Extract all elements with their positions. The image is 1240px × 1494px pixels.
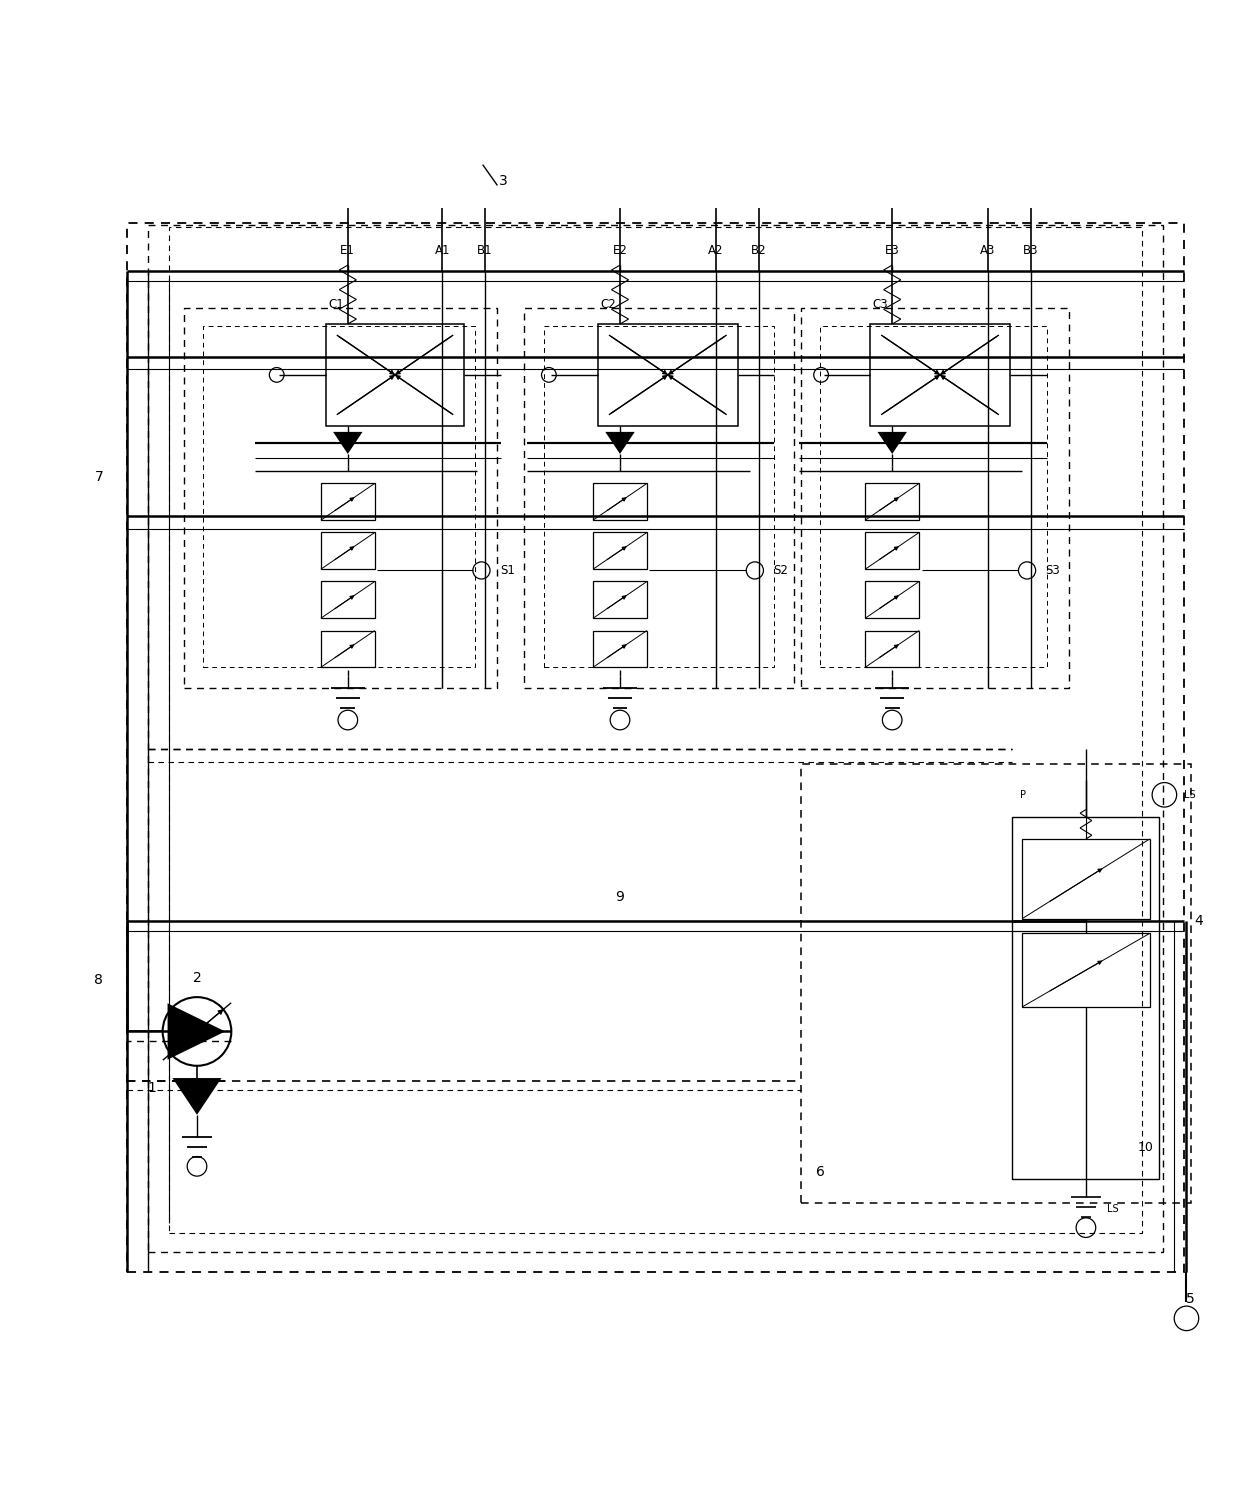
Bar [525, 308, 794, 689]
Bar [326, 324, 464, 426]
Text: S1: S1 [500, 563, 515, 577]
Bar [544, 327, 775, 668]
Polygon shape [172, 1079, 222, 1115]
Text: E2: E2 [613, 244, 627, 257]
Bar [203, 327, 475, 668]
Text: A1: A1 [434, 244, 450, 257]
Text: A3: A3 [980, 244, 996, 257]
Text: 10: 10 [1137, 1141, 1153, 1155]
Bar [801, 308, 1069, 689]
Polygon shape [334, 432, 362, 454]
Bar [321, 630, 374, 668]
Bar [321, 484, 374, 520]
Text: E1: E1 [340, 244, 355, 257]
Text: 8: 8 [94, 973, 103, 988]
Bar [184, 308, 497, 689]
Text: 9: 9 [615, 889, 625, 904]
Bar [870, 324, 1009, 426]
Polygon shape [878, 432, 906, 454]
Bar [1012, 817, 1159, 1179]
Bar [1022, 934, 1149, 1007]
Text: B3: B3 [1023, 244, 1038, 257]
Text: A2: A2 [708, 244, 723, 257]
Bar [321, 581, 374, 619]
Text: C2: C2 [600, 297, 616, 311]
Bar [598, 324, 738, 426]
Text: S2: S2 [774, 563, 789, 577]
Bar [801, 763, 1192, 1203]
Polygon shape [605, 432, 635, 454]
Text: 4: 4 [1194, 914, 1203, 928]
Text: S3: S3 [1045, 563, 1060, 577]
Bar [866, 484, 919, 520]
Bar [593, 630, 647, 668]
Bar [169, 227, 1142, 1233]
Text: LS: LS [1184, 790, 1195, 799]
Bar [866, 532, 919, 569]
Bar [866, 630, 919, 668]
Text: C1: C1 [329, 297, 343, 311]
Text: C3: C3 [873, 297, 888, 311]
Bar [128, 224, 1184, 1271]
Text: B2: B2 [750, 244, 766, 257]
Polygon shape [167, 1004, 226, 1059]
Bar [1022, 840, 1149, 919]
Text: B1: B1 [477, 244, 494, 257]
Text: 3: 3 [500, 173, 508, 188]
Text: 7: 7 [94, 471, 103, 484]
Text: LS: LS [1107, 1204, 1118, 1215]
Text: 1: 1 [148, 1080, 156, 1095]
Bar [593, 484, 647, 520]
Text: 2: 2 [192, 971, 201, 985]
Text: 6: 6 [816, 1165, 825, 1179]
Text: P: P [1019, 790, 1025, 799]
Text: 5: 5 [1185, 1292, 1194, 1306]
Bar [321, 532, 374, 569]
Bar [593, 581, 647, 619]
Bar [820, 327, 1047, 668]
Text: E3: E3 [885, 244, 899, 257]
Bar [148, 224, 1163, 1252]
Bar [866, 581, 919, 619]
Bar [593, 532, 647, 569]
